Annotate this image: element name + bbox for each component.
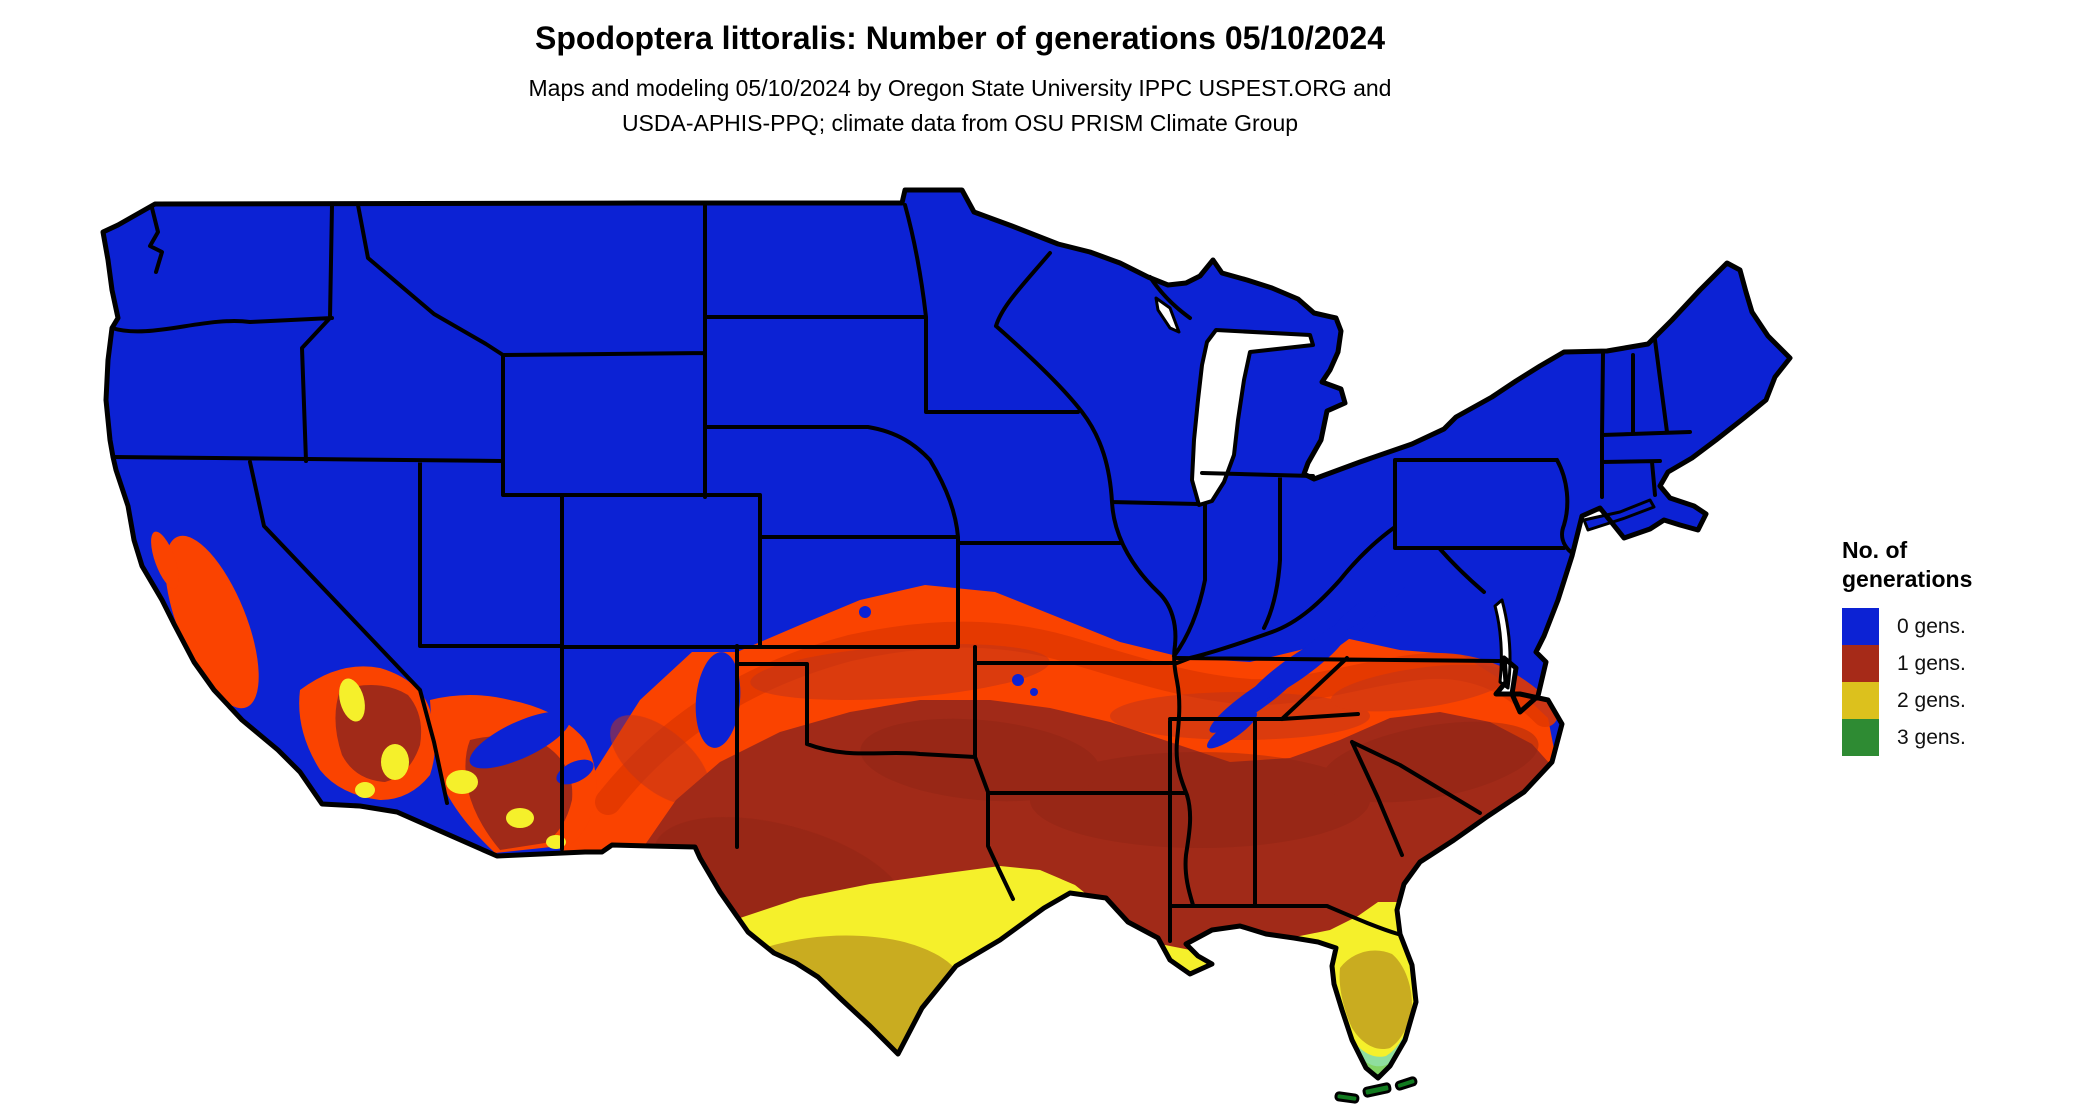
key-island [1362,1082,1392,1098]
region-california-coast-orange [151,531,179,589]
header: Spodoptera littoralis: Number of generat… [0,0,1920,141]
legend: No. of generations 0 gens. 1 gens. 2 gen… [1842,536,2082,756]
legend-row-3-gens: 3 gens. [1842,719,2082,756]
legend-swatch-3-gens [1842,719,1879,756]
page-title: Spodoptera littoralis: Number of generat… [535,20,1385,56]
lake-michigan [1190,328,1315,507]
legend-swatch-0-gens [1842,608,1879,645]
legend-row-0-gens: 0 gens. [1842,608,2082,645]
legend-swatch-2-gens [1842,682,1879,719]
region-california-central-valley-orange [165,535,259,709]
subtitle-line-2: USDA-APHIS-PPQ; climate data from OSU PR… [621,110,1299,136]
state-borders [110,201,1692,943]
socal-yellow-patches [339,678,409,798]
legend-title: No. of generations [1842,536,2082,594]
us-outline [100,187,1793,1081]
legend-label-3-gens: 3 gens. [1897,725,1966,749]
legend-rows: 0 gens. 1 gens. 2 gens. 3 gens. [1842,608,2082,756]
green-bay-inlet [1154,296,1181,334]
subtitle-line-1: Maps and modeling 05/10/2024 by Oregon S… [528,75,1392,101]
key-island [1394,1076,1418,1091]
legend-label-1-gens: 1 gens. [1897,651,1966,675]
legend-title-line-2: generations [1842,566,1973,592]
mountain-blue-patches [469,579,1408,884]
subtitle: Maps and modeling 05/10/2024 by Oregon S… [0,71,1920,141]
legend-swatch-1-gens [1842,645,1879,682]
legend-label-2-gens: 2 gens. [1897,688,1966,712]
long-island [1582,498,1656,532]
legend-label-0-gens: 0 gens. [1897,614,1966,638]
legend-row-1-gens: 1 gens. [1842,645,2082,682]
florida-keys [1334,1076,1418,1104]
key-island [1334,1091,1360,1104]
region-2-gens-florida-gold [1339,950,1412,1050]
legend-title-line-1: No. of [1842,537,1908,563]
legend-row-2-gens: 2 gens. [1842,682,2082,719]
